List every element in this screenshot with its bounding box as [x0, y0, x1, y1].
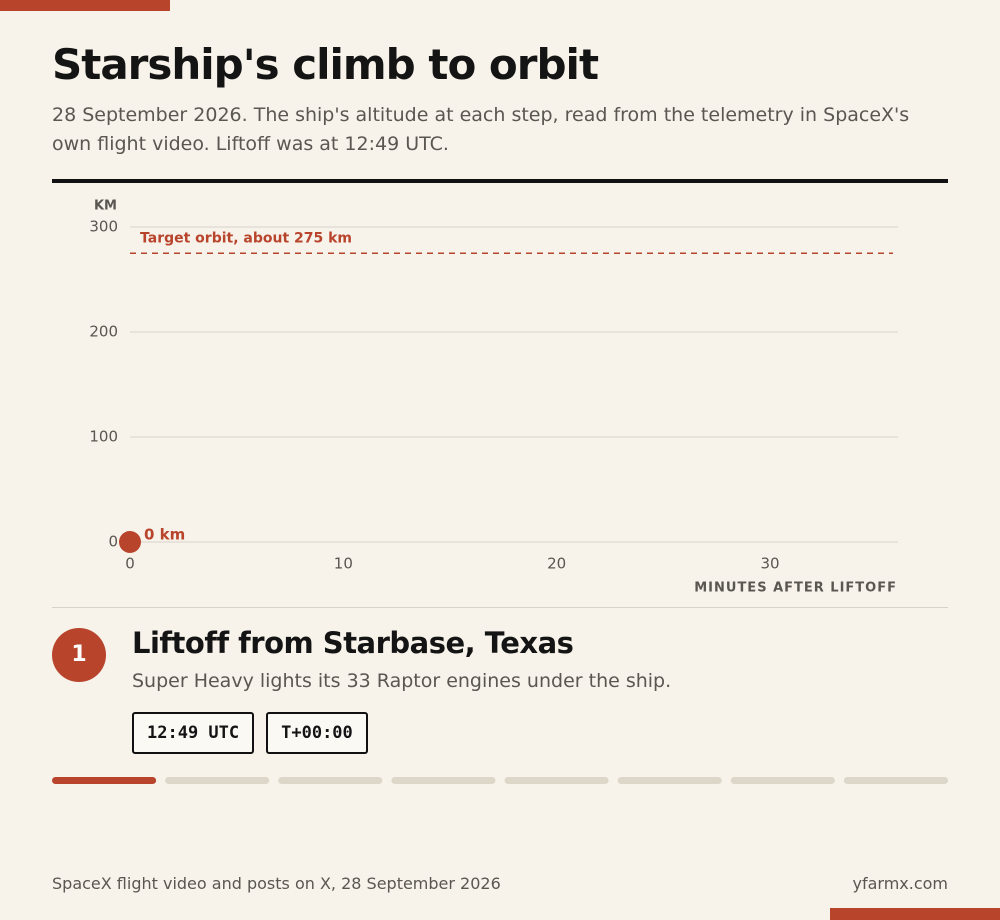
tag: 12:49 UTC — [132, 712, 255, 754]
step-text: Super Heavy lights its 33 Raptor engines… — [132, 670, 672, 692]
point — [119, 531, 141, 553]
y-tick-label: 0 — [108, 533, 118, 551]
x-tick-label: 0 — [125, 555, 135, 573]
value-label: 0 km — [144, 526, 185, 544]
tag: T+00:00 — [266, 712, 368, 754]
step-tags: 12:49 UTC T+00:00 — [132, 712, 368, 754]
bottom-accent — [830, 908, 1000, 920]
progress-segment — [730, 777, 835, 784]
rule — [52, 179, 948, 183]
x-tick-label: 20 — [547, 555, 566, 573]
x-tick-label: 30 — [760, 555, 779, 573]
credit: yfarmx.com — [852, 874, 948, 893]
progress-segment — [843, 777, 948, 784]
title: Starship's climb to orbit — [52, 40, 599, 89]
step-number: 1 — [52, 628, 106, 682]
chart: KM 0 100 200 300 0 10 20 30 MINUTES AFTER LIFTOFF… — [89, 199, 898, 596]
source: SpaceX flight video and posts on X, 28 S… — [52, 874, 501, 893]
x-tick-label: 10 — [334, 555, 353, 573]
divider — [52, 607, 948, 608]
progress-segment — [504, 777, 609, 784]
y-axis-label: KM — [94, 199, 117, 214]
y-tick-label: 200 — [89, 323, 118, 341]
progress-segment — [278, 777, 383, 784]
progress-segment — [617, 777, 722, 784]
y-tick-label: 100 — [89, 428, 118, 446]
progress-segment — [391, 777, 496, 784]
x-axis-label: MINUTES AFTER LIFTOFF — [694, 581, 897, 596]
top-accent — [0, 0, 170, 11]
progress — [52, 777, 948, 784]
step-title: Liftoff from Starbase, Texas — [132, 626, 574, 660]
progress-segment — [165, 777, 270, 784]
progress-segment — [52, 777, 157, 784]
subtitle: 28 September 2026. The ship's altitude a… — [52, 104, 910, 155]
reference-label: Target orbit, about 275 km — [140, 230, 352, 246]
y-tick-label: 300 — [89, 218, 118, 236]
